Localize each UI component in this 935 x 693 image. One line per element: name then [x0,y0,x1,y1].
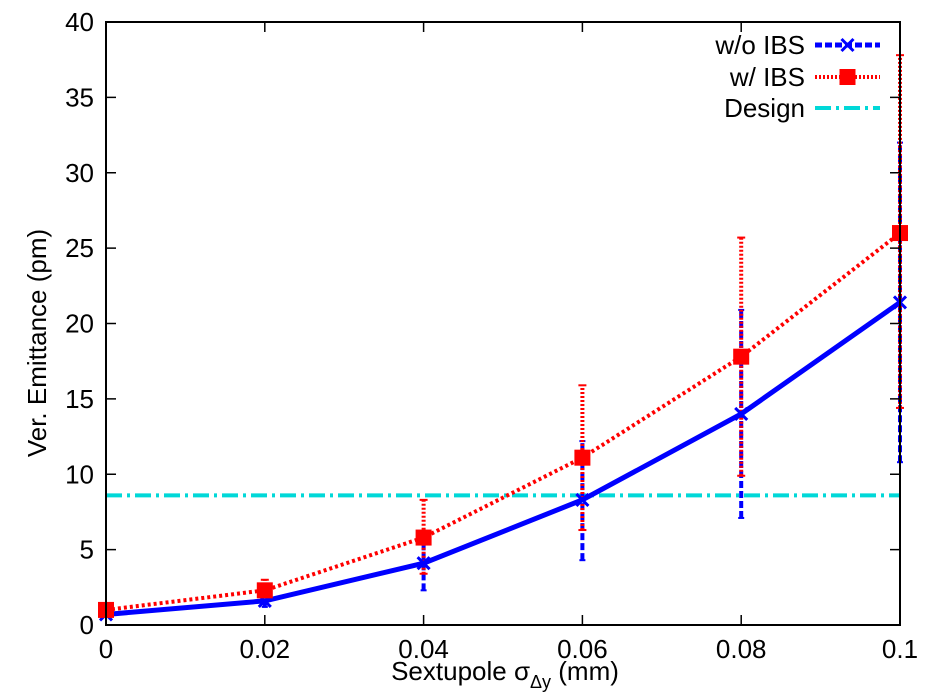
y-tick-label: 30 [65,158,94,188]
x-tick-label: 0 [99,634,113,664]
wo-ibs-line [105,300,902,617]
x-axis-title-prefix: Sextupole σ [391,656,530,686]
legend-marker-w-ibs [839,69,856,85]
plot-content [98,54,908,622]
wo-ibs-point [416,556,431,571]
wo-ibs-point [734,406,749,422]
x-axis-title-suffix: (mm) [551,656,619,686]
w-ibs-point [574,449,591,466]
y-tick-label: 0 [80,610,94,640]
w-ibs-point [415,529,432,546]
w-ibs-point [733,348,750,365]
y-tick-label: 5 [80,535,94,565]
w-ibs-point [256,582,273,599]
y-tick-label: 25 [65,233,94,263]
x-axis-title-subscript: Δy [530,672,551,692]
legend-marker-wo-ibs [840,37,855,53]
x-tick-label: 0.1 [882,634,918,664]
x-tick-label: 0.06 [557,634,608,664]
wo-ibs-point [575,492,590,507]
legend-label: w/ IBS [729,62,805,92]
y-tick-label: 10 [65,459,94,489]
x-axis-title: Sextupole σΔy (mm) [391,656,619,692]
y-tick-label: 35 [65,82,94,112]
x-tick-label: 0.04 [398,634,449,664]
legend-label: w/o IBS [714,30,805,60]
axis-ticks: 0 5 10 15 20 25 30 35 40 0 0.02 0.04 0.06 0.08 0.1 [65,7,918,664]
x-tick-label: 0.02 [239,634,290,664]
legend-label: Design [724,93,805,123]
x-tick-label: 0.08 [716,634,767,664]
y-tick-label: 15 [65,384,94,414]
y-tick-label: 20 [65,309,94,339]
y-axis-title: Ver. Emittance (pm) [22,229,52,457]
w-ibs-line [105,231,902,612]
y-tick-label: 40 [65,7,94,37]
